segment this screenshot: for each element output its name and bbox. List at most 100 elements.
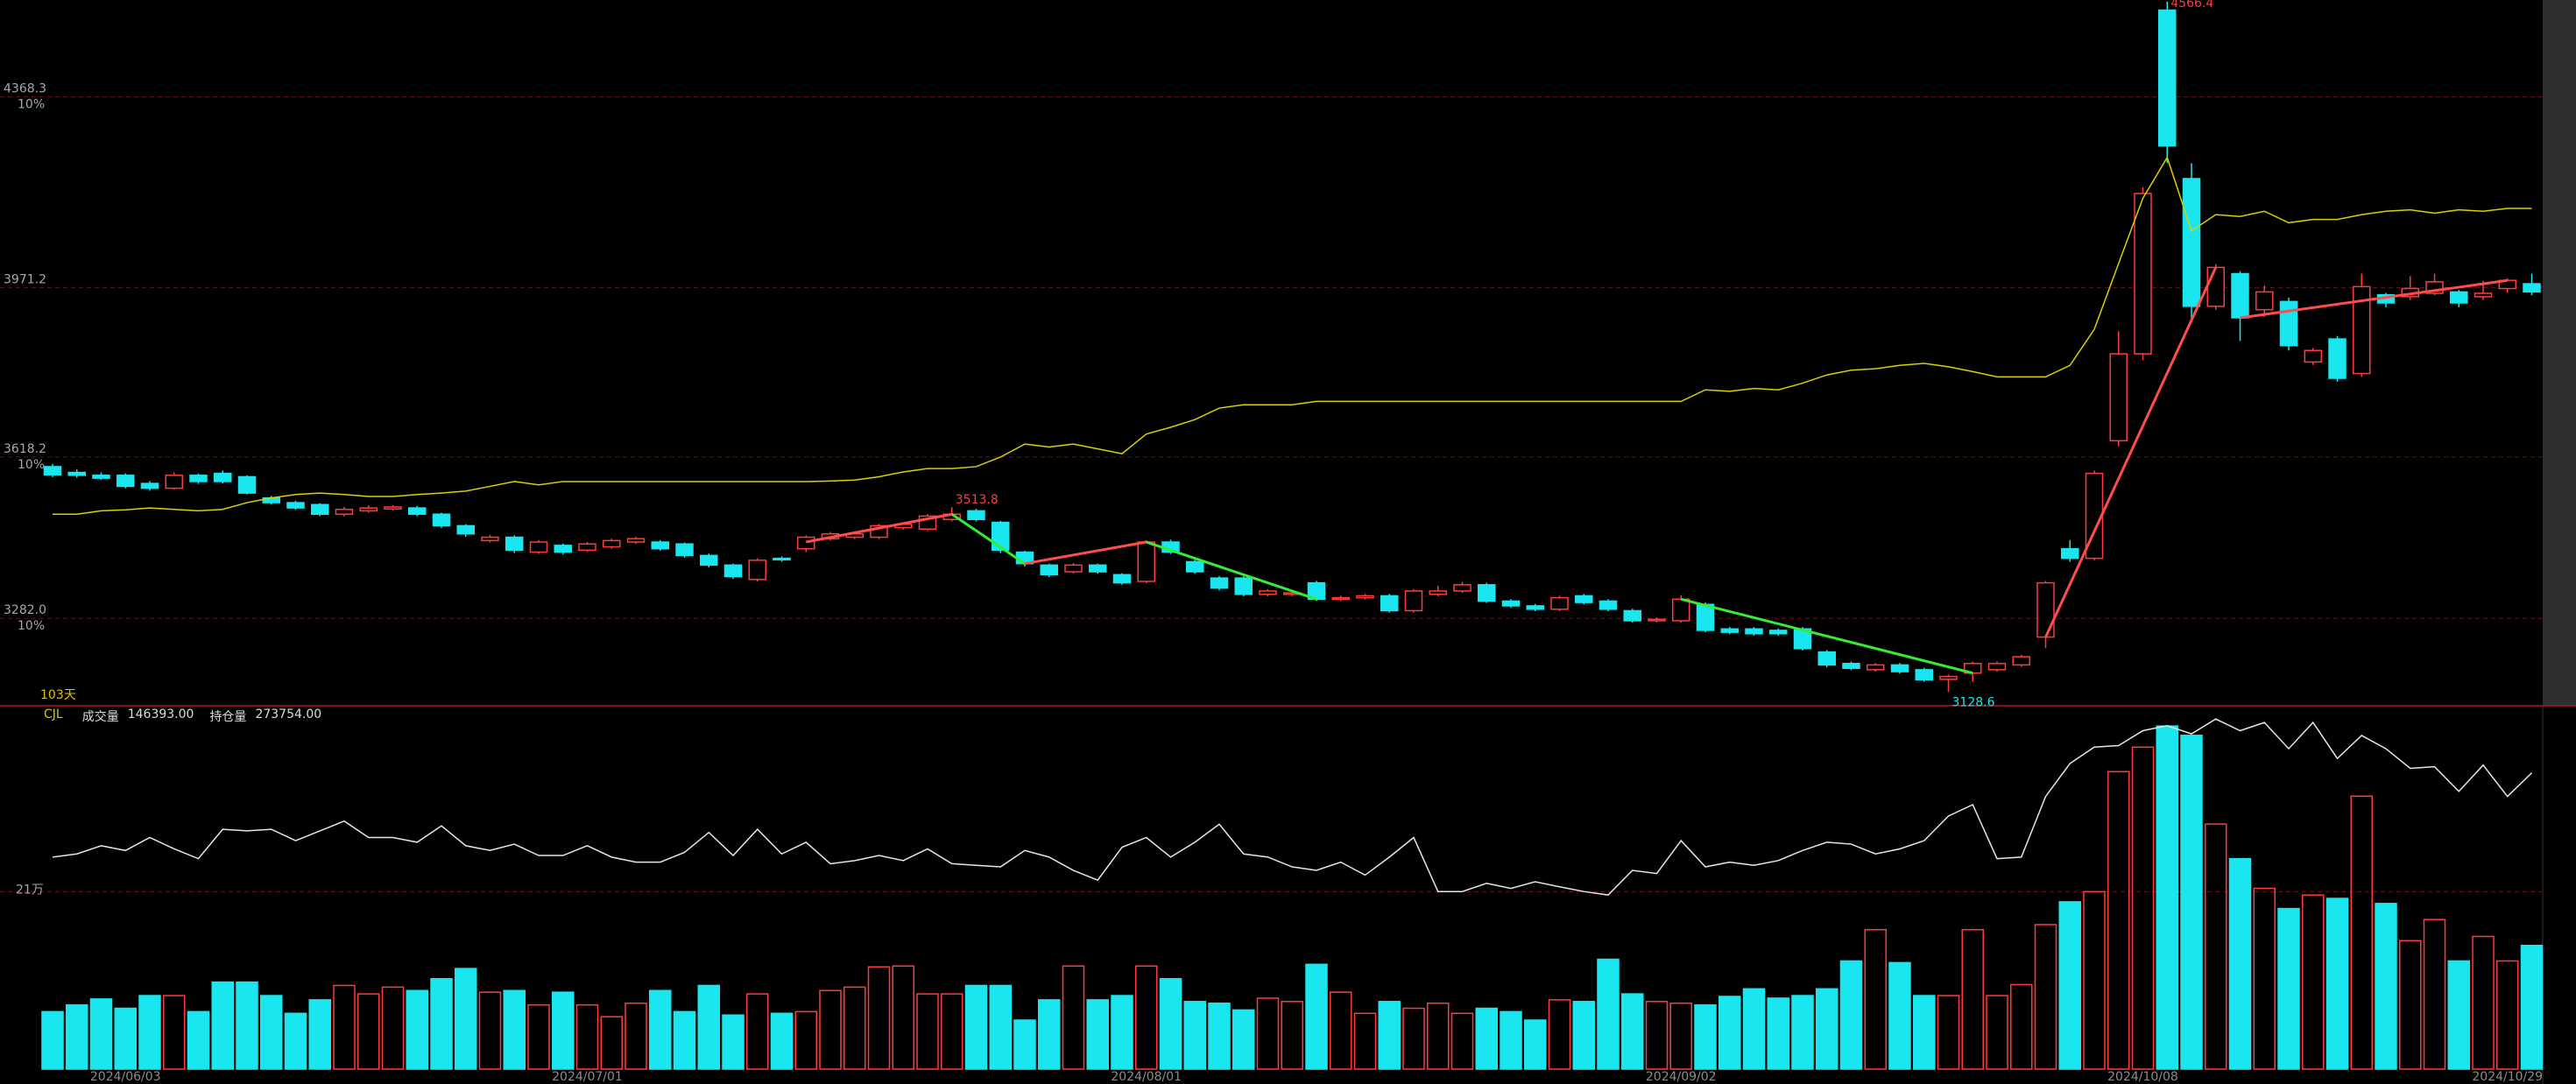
candle-body <box>311 503 329 515</box>
candle-body <box>1429 590 1447 595</box>
volume-bar <box>187 1010 210 1070</box>
candle-body <box>2450 291 2468 304</box>
volume-bar <box>1111 995 1133 1070</box>
period-label: 103天 <box>40 688 76 702</box>
volume-bar <box>941 993 963 1070</box>
candle-body <box>1842 662 1860 669</box>
candle-body <box>2036 581 2055 638</box>
candle-body <box>408 507 427 515</box>
volume-bar <box>1719 996 1741 1070</box>
volume-bar <box>2399 940 2422 1070</box>
candle-body <box>2304 349 2322 363</box>
candle-body <box>1064 564 1083 573</box>
x-tick-label: 2024/08/01 <box>1111 1070 1182 1084</box>
volume-bar <box>794 1010 817 1070</box>
volume-bar <box>114 1007 137 1070</box>
volume-bar <box>1645 1001 1669 1070</box>
extreme-label: 3513.8 <box>956 493 999 507</box>
trend-line <box>2240 278 2508 320</box>
volume-bar <box>1767 997 1789 1070</box>
y-tick-label: 3618.2 <box>4 442 46 456</box>
volume-bar <box>1427 1002 1450 1070</box>
x-tick-label: 2024/07/01 <box>552 1070 623 1084</box>
candle-body <box>2158 9 2177 147</box>
candle-body <box>1259 590 1277 595</box>
candle-body <box>1453 584 1471 592</box>
y-tick-label: 21万 <box>16 883 44 897</box>
candle-body <box>67 471 86 476</box>
volume-bar <box>1305 963 1328 1070</box>
y-tick-sublabel: 10% <box>18 98 45 112</box>
candle-body <box>2109 353 2128 442</box>
overlay-line <box>53 156 2532 515</box>
volume-bar <box>697 984 720 1070</box>
candle-body <box>165 475 183 489</box>
volume-bar <box>1062 965 1085 1070</box>
legend-name: 成交量 <box>81 710 119 724</box>
candle-body <box>335 508 354 515</box>
candle-body <box>1696 603 1715 631</box>
candle-body <box>1867 664 1885 671</box>
candle-body <box>2353 285 2371 375</box>
volume-bar <box>1330 991 1352 1070</box>
candle-body <box>773 557 791 561</box>
volume-bar <box>430 977 453 1070</box>
volume-bar <box>455 968 477 1070</box>
candle-body <box>2134 193 2152 355</box>
volume-bar <box>843 986 866 1070</box>
volume-bar <box>1572 1001 1595 1070</box>
volume-bar <box>892 965 914 1070</box>
candle-body <box>92 475 110 479</box>
volume-bar <box>673 1010 696 1070</box>
volume-bar <box>333 984 356 1070</box>
volume-bar <box>2302 894 2325 1070</box>
candle-body <box>1550 596 1569 610</box>
open-interest-line <box>52 718 2533 896</box>
trend-line <box>2044 266 2218 638</box>
candle-body <box>1234 577 1253 595</box>
candle-body <box>675 543 694 557</box>
candle-body <box>2206 266 2225 307</box>
volume-bar <box>552 991 575 1070</box>
volume-bar <box>1548 999 1571 1070</box>
volume-bar <box>2520 944 2544 1070</box>
candle-body <box>651 541 669 550</box>
candle-body <box>432 513 451 527</box>
trend-line <box>1024 540 1147 566</box>
volume-bar <box>2010 983 2033 1070</box>
candle-body <box>2474 292 2493 298</box>
volume-bar <box>357 993 380 1070</box>
volume-bar <box>2447 960 2470 1070</box>
volume-bar <box>211 981 234 1070</box>
volume-bar <box>1086 999 1109 1070</box>
volume-bar <box>600 1016 623 1070</box>
y-tick-label: 4368.3 <box>4 82 46 96</box>
volume-bar <box>1986 995 2008 1070</box>
candle-body <box>1112 574 1132 584</box>
volume-bar <box>284 1012 307 1070</box>
volume-bar <box>260 995 283 1070</box>
volume-bar <box>2253 887 2276 1070</box>
volume-bar <box>1353 1012 1377 1070</box>
volume-bar <box>2472 935 2495 1070</box>
volume-bar <box>1669 1002 1692 1070</box>
volume-bar <box>66 1003 88 1070</box>
candle-body <box>1672 598 1690 622</box>
volume-bar <box>1524 1019 1547 1070</box>
indicator-name: CJL <box>44 707 63 721</box>
volume-bar <box>1159 977 1182 1070</box>
candle-body <box>967 510 985 521</box>
right-strip <box>2543 0 2576 706</box>
legend-name: 持仓量 <box>209 710 247 724</box>
x-tick-label: 2024/10/29 <box>2472 1070 2543 1084</box>
trend-line <box>950 512 1026 565</box>
volume-bar <box>1816 988 1838 1070</box>
volume-bar <box>2131 746 2155 1070</box>
volume-bar <box>770 1012 794 1070</box>
candle-body <box>1380 595 1399 612</box>
candle-body <box>1186 560 1204 573</box>
candle-body <box>1526 605 1544 610</box>
candle-body <box>1987 662 2007 671</box>
candle-body <box>2523 283 2541 293</box>
